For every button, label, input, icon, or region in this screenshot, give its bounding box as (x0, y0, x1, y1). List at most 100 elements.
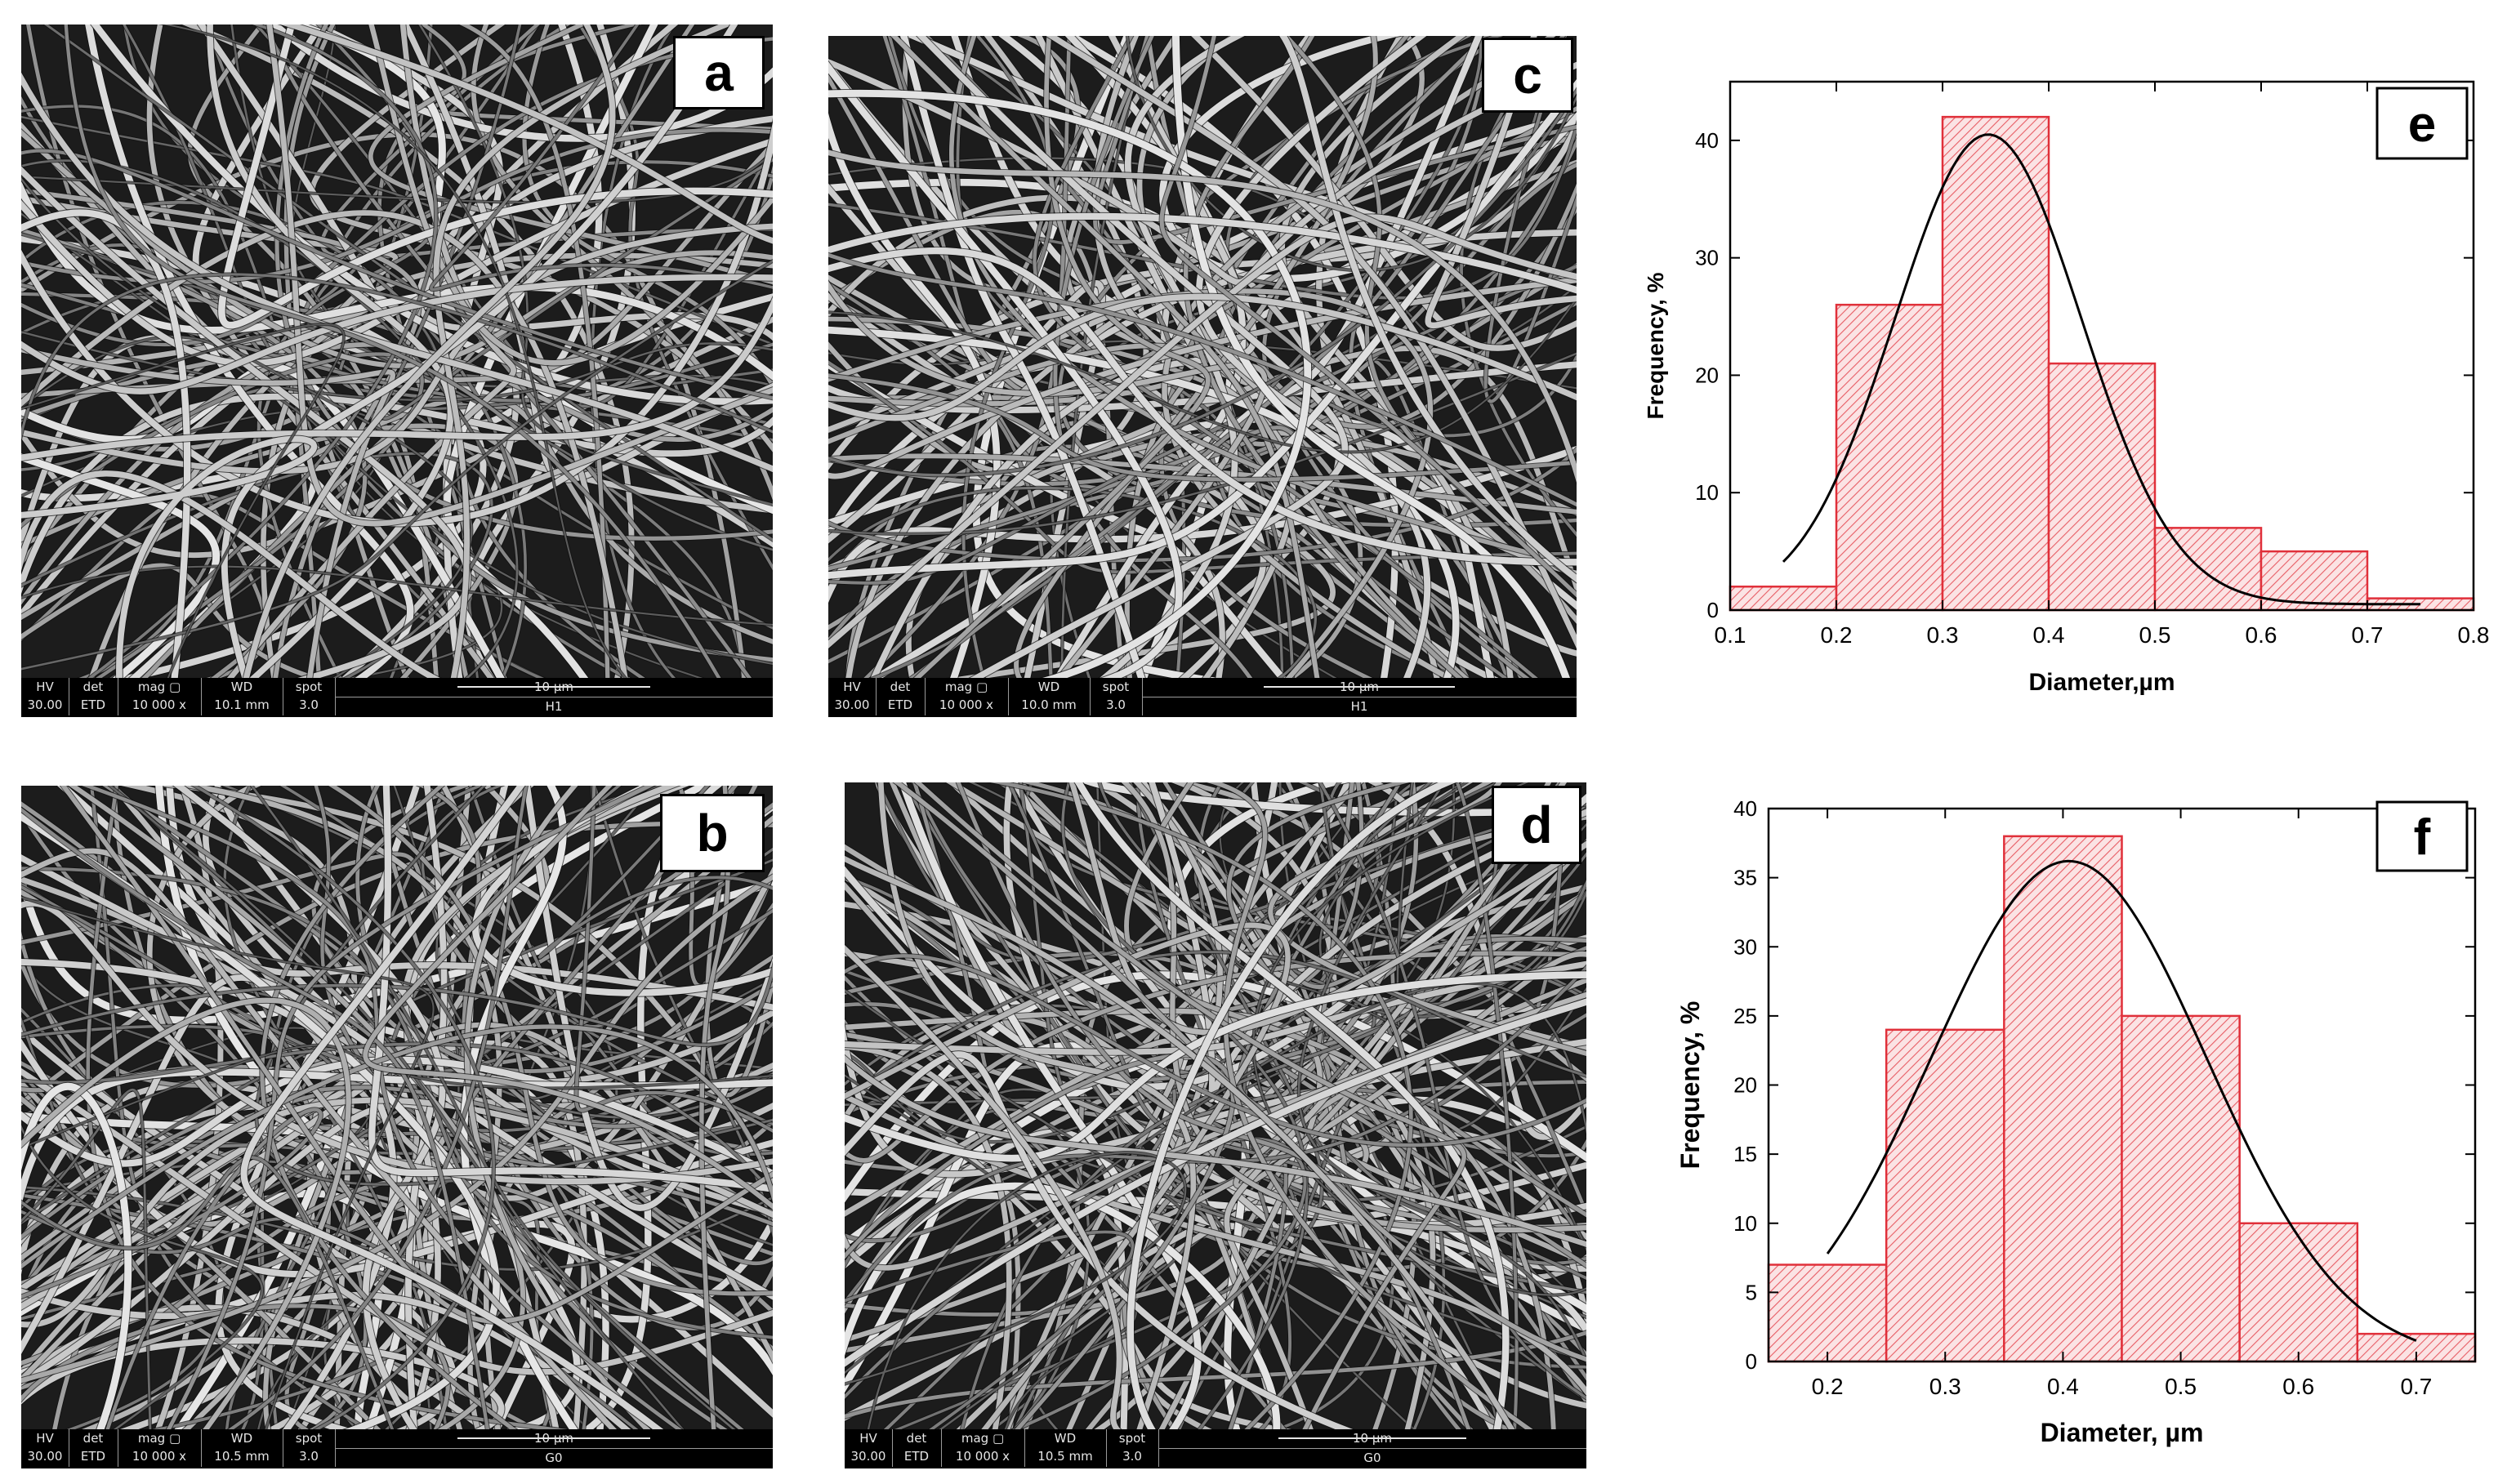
info-cell-spot: spot 3.0 (283, 678, 336, 715)
histogram-bar (2153, 527, 2263, 612)
fiber-texture (21, 25, 773, 678)
y-tick-label: 10 (1695, 480, 1719, 505)
x-tick-label: 0.5 (2165, 1374, 2197, 1399)
panel-label-a: a (673, 36, 765, 109)
scale-bar-cell: 10 µm H1 (335, 678, 773, 715)
info-cell-wd: WD 10.0 mm (1008, 678, 1091, 715)
info-cell-hv: HV 30.00 kV (21, 1429, 69, 1468)
x-axis-label: Diameter,µm (2028, 669, 2175, 696)
info-cell-wd: WD 10.5 mm (1024, 1429, 1107, 1467)
x-tick-label: 0.6 (2282, 1374, 2314, 1399)
y-tick-label: 25 (1733, 1004, 1757, 1028)
scale-bar-cell: 10 µm G0 (335, 1429, 773, 1467)
info-value-det: ETD (903, 1449, 930, 1464)
y-axis-label: Frequency, % (1643, 272, 1668, 419)
sem-info-bar: HV 30.00 kV det ETD mag ▢ 10 000 x WD 10.5 mm sp… (845, 1429, 1586, 1468)
info-value-hv: 30.00 kV (27, 1449, 63, 1468)
info-value-wd: 10.5 mm (214, 1449, 270, 1464)
sem-info-bar: HV 30.00 kV det ETD mag ▢ 10 000 x WD 10.5 mm sp… (21, 1429, 773, 1468)
info-label-spot: spot (295, 680, 323, 694)
info-cell-spot: spot 3.0 (1106, 1429, 1159, 1467)
info-value-spot: 3.0 (299, 697, 319, 712)
x-tick-label: 0.3 (1929, 1374, 1961, 1399)
histogram-chart-e: 0.1 0.2 0.3 0.4 0.5 0.6 0.7 0.8 0 10 20 30 40 Diamete… (1643, 80, 2490, 696)
y-axis-label: Frequency, % (1675, 1001, 1705, 1170)
info-value-mag: 10 000 x (132, 1449, 187, 1464)
info-label-wd: WD (230, 1431, 253, 1446)
sem-info-bar: HV 30.00 kV det ETD mag ▢ 10 000 x WD 10.1 mm sp… (21, 678, 773, 717)
info-label-hv: HV (843, 680, 861, 694)
info-value-det: ETD (80, 1449, 106, 1464)
scale-bar-label: 10 µm (1339, 680, 1379, 694)
info-value-wd: 10.1 mm (214, 697, 270, 712)
info-label-det: det (890, 680, 911, 694)
histogram-bar (1835, 303, 1944, 612)
info-value-det: ETD (887, 697, 913, 712)
scale-bar (457, 1437, 650, 1439)
fibers (21, 25, 773, 678)
info-label-mag: mag ▢ (961, 1431, 1005, 1446)
gaussian-fit-curve (1782, 133, 2420, 606)
info-label-mag: mag ▢ (137, 1431, 181, 1446)
info-label-det: det (83, 1431, 104, 1446)
info-cell-det: det ETD (892, 1429, 942, 1467)
histogram-bar (2047, 362, 2157, 612)
scale-bar-label: 10 µm (1352, 1431, 1392, 1446)
info-label-mag: mag ▢ (944, 680, 988, 694)
sample-label: G0 (1363, 1451, 1381, 1465)
info-label-hv: HV (859, 1431, 877, 1446)
info-cell-hv: HV 30.00 kV (845, 1429, 893, 1468)
info-label-det: det (83, 680, 104, 694)
plot-frame (1729, 80, 2475, 612)
panel-label-f: f (2414, 809, 2431, 866)
y-tick-label: 30 (1695, 246, 1719, 270)
x-tick-label: 0.7 (2352, 622, 2384, 648)
info-label-wd: WD (1037, 680, 1060, 694)
info-cell-hv: HV 30.00 kV (21, 678, 69, 717)
y-tick-label: 15 (1733, 1142, 1757, 1166)
sem-image-panel-b: b HV 30.00 kV det ETD mag ▢ 10 000 x WD 10.5 mm… (21, 786, 773, 1468)
y-tick-label: 20 (1733, 1073, 1757, 1098)
y-tick-label: 0 (1707, 598, 1719, 622)
histogram-bar (1767, 1263, 1888, 1363)
fiber-texture (845, 782, 1586, 1429)
info-value-mag: 10 000 x (132, 697, 187, 712)
panel-label-b: b (660, 794, 765, 872)
y-tick-label: 35 (1733, 866, 1757, 890)
panel-label-box (2375, 800, 2469, 872)
panel-label-d: d (1492, 786, 1581, 864)
histogram-bar (2003, 835, 2123, 1363)
info-value-spot: 3.0 (299, 1449, 319, 1464)
info-value-hv: 30.00 kV (27, 697, 63, 717)
fibers (21, 786, 773, 1429)
histogram-bar (2238, 1222, 2359, 1363)
fibers (828, 36, 1577, 678)
histogram-bar (1941, 115, 2050, 612)
panel-label-box (2375, 87, 2469, 160)
x-tick-label: 0.2 (1812, 1374, 1844, 1399)
x-tick-label: 0.4 (2033, 622, 2065, 648)
info-value-wd: 10.0 mm (1021, 697, 1077, 712)
histogram-chart-f: 0.2 0.3 0.4 0.5 0.6 0.7 0 5 10 15 20 25 30 35 40 Diamet… (1675, 796, 2477, 1447)
x-axis-label: Diameter, µm (2041, 1418, 2204, 1447)
sample-label: H1 (545, 699, 563, 714)
info-value-spot: 3.0 (1122, 1449, 1142, 1464)
x-tick-label: 0.5 (2139, 622, 2171, 648)
info-cell-mag: mag ▢ 10 000 x (118, 678, 202, 715)
info-value-mag: 10 000 x (955, 1449, 1010, 1464)
fiber-texture (21, 786, 773, 1429)
info-value-hv: 30.00 kV (834, 697, 870, 717)
sample-label: H1 (1350, 699, 1368, 714)
info-cell-mag: mag ▢ 10 000 x (941, 1429, 1025, 1467)
gaussian-fit-curve (1826, 859, 2417, 1342)
sem-image-panel-d: d HV 30.00 kV det ETD mag ▢ 10 000 x WD 10.5 mm… (845, 782, 1586, 1468)
info-label-wd: WD (1054, 1431, 1077, 1446)
y-tick-label: 40 (1733, 796, 1757, 821)
info-value-det: ETD (80, 697, 106, 712)
x-tick-label: 0.8 (2458, 622, 2490, 648)
scale-bar (457, 686, 650, 688)
info-label-hv: HV (36, 1431, 54, 1446)
info-cell-spot: spot 3.0 (283, 1429, 336, 1467)
scale-bar-label: 10 µm (533, 1431, 573, 1446)
x-tick-label: 0.6 (2246, 622, 2277, 648)
